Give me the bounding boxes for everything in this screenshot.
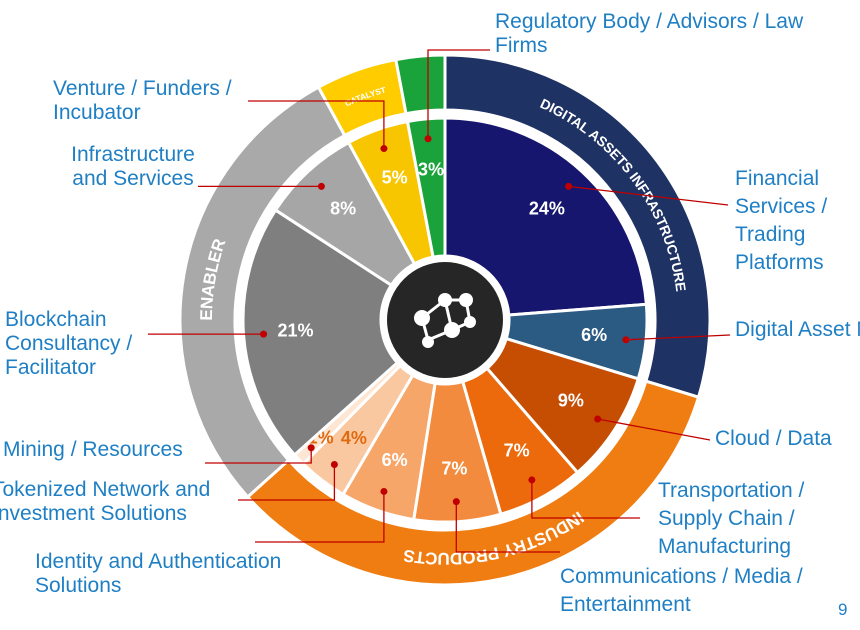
value-label: 6% [382, 450, 408, 470]
category-label: Cloud / Data [715, 427, 832, 450]
leader-dot [317, 182, 325, 190]
category-label: Venture / Funders / Incubator [53, 77, 232, 124]
leader-dot [565, 182, 573, 190]
leader-line [248, 100, 385, 149]
category-label: Identity and Authentication Solutions [35, 550, 282, 597]
category-label: Mining / Resources [3, 438, 183, 461]
value-label: 5% [382, 167, 408, 187]
category-label: Blockchain Consultancy / Facilitator [5, 308, 133, 379]
leader-dot [380, 487, 388, 495]
value-label: 7% [441, 458, 467, 478]
value-label: 6% [581, 325, 607, 345]
leader-line [427, 49, 490, 139]
leader-dot [622, 336, 630, 344]
segment [241, 207, 400, 457]
category-label: Tokenized Network and Investment Solutio… [0, 478, 211, 525]
category-label: Infrastructure and Services [71, 143, 195, 190]
leader-line [568, 185, 729, 206]
leader-dot [528, 476, 536, 484]
leader-line [625, 334, 731, 341]
value-label: 21% [277, 320, 313, 340]
category-label: Digital Asset Mining [735, 318, 860, 341]
value-label: 9% [558, 390, 584, 410]
leader-line [238, 464, 336, 501]
leader-line [531, 479, 640, 519]
group-arc [394, 53, 447, 116]
value-label: 24% [529, 199, 565, 219]
category-label: Transportation / Supply Chain / Manufact… [658, 479, 805, 558]
leader-line [455, 501, 560, 553]
leader-dot [330, 461, 338, 469]
category-label: Regulatory Body / Advisors / Law Firms [495, 10, 804, 57]
leader-dot [307, 444, 315, 452]
leader-line [205, 447, 312, 464]
value-label: 4% [341, 428, 367, 448]
leader-dot [594, 415, 602, 423]
leader-line [255, 491, 385, 543]
category-label: Financial Services / Trading Platforms [735, 167, 828, 274]
value-label: 3% [418, 159, 444, 179]
center-icon [381, 256, 509, 384]
category-label: Communications / Media / Entertainment [560, 565, 803, 616]
leader-line [597, 418, 711, 441]
page-number: 9 [838, 600, 848, 619]
leader-dot [424, 135, 432, 143]
value-label: 7% [504, 441, 530, 461]
group-arc [245, 379, 701, 587]
leader-dot [260, 330, 268, 338]
leader-dot [452, 498, 460, 506]
value-label: 8% [330, 199, 356, 219]
leader-dot [380, 145, 388, 153]
